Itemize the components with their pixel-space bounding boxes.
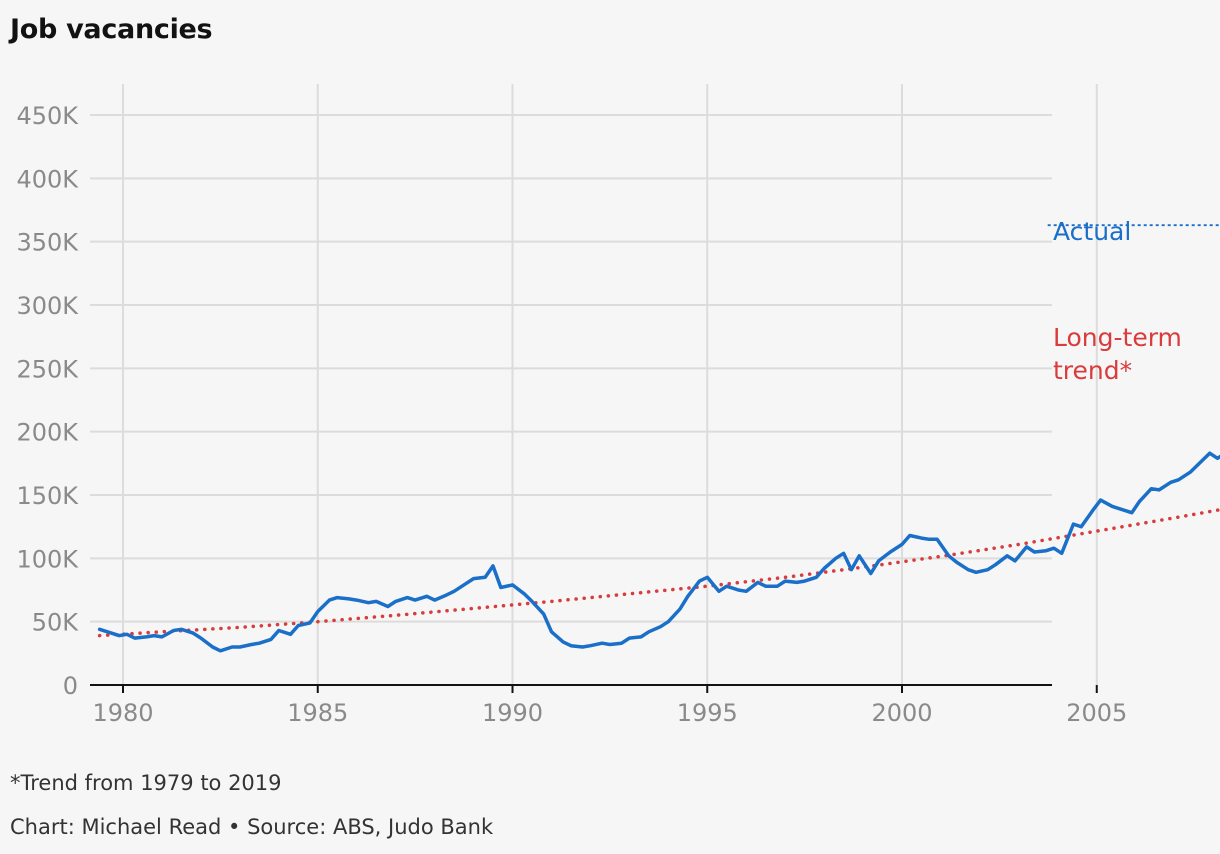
series-labels: Actual Long-term trend* xyxy=(1045,217,1220,385)
trend-line xyxy=(97,507,1220,638)
y-tick-label: 350K xyxy=(16,229,79,257)
x-tick-label: 2005 xyxy=(1066,699,1127,727)
y-tick-label: 150K xyxy=(16,482,79,510)
series-group xyxy=(97,451,1220,653)
y-axis-ticks: 0 50K 100K 150K 200K 250K 300K 350K 400K 450K xyxy=(16,102,79,700)
trend-footnote: *Trend from 1979 to 2019 xyxy=(10,771,282,795)
y-tick-label: 300K xyxy=(16,292,79,320)
source-credit: Chart: Michael Read • Source: ABS, Judo … xyxy=(10,815,494,839)
x-tick-label: 1985 xyxy=(287,699,348,727)
actual-line xyxy=(97,451,1220,653)
y-tick-label: 0 xyxy=(63,672,78,700)
y-tick-label: 400K xyxy=(16,165,79,193)
trend-series-label-line1: Long-term xyxy=(1053,323,1182,352)
y-tick-label: 50K xyxy=(32,609,80,637)
actual-series-label: Actual xyxy=(1053,217,1131,246)
y-tick-label: 100K xyxy=(16,545,79,573)
trend-series-label-line2: trend* xyxy=(1053,356,1132,385)
x-tick-label: 1995 xyxy=(677,699,738,727)
x-tick-label: 2000 xyxy=(871,699,932,727)
x-tick-label: 1990 xyxy=(482,699,543,727)
gridlines xyxy=(90,84,1098,685)
y-tick-label: 200K xyxy=(16,419,79,447)
x-tick-label: 1980 xyxy=(92,699,153,727)
y-tick-label: 250K xyxy=(16,355,79,383)
y-tick-label: 450K xyxy=(16,102,79,130)
x-axis-ticks: 1980198519901995200020052010201520202025 xyxy=(92,685,1127,727)
chart-title: Job vacancies xyxy=(10,14,213,45)
